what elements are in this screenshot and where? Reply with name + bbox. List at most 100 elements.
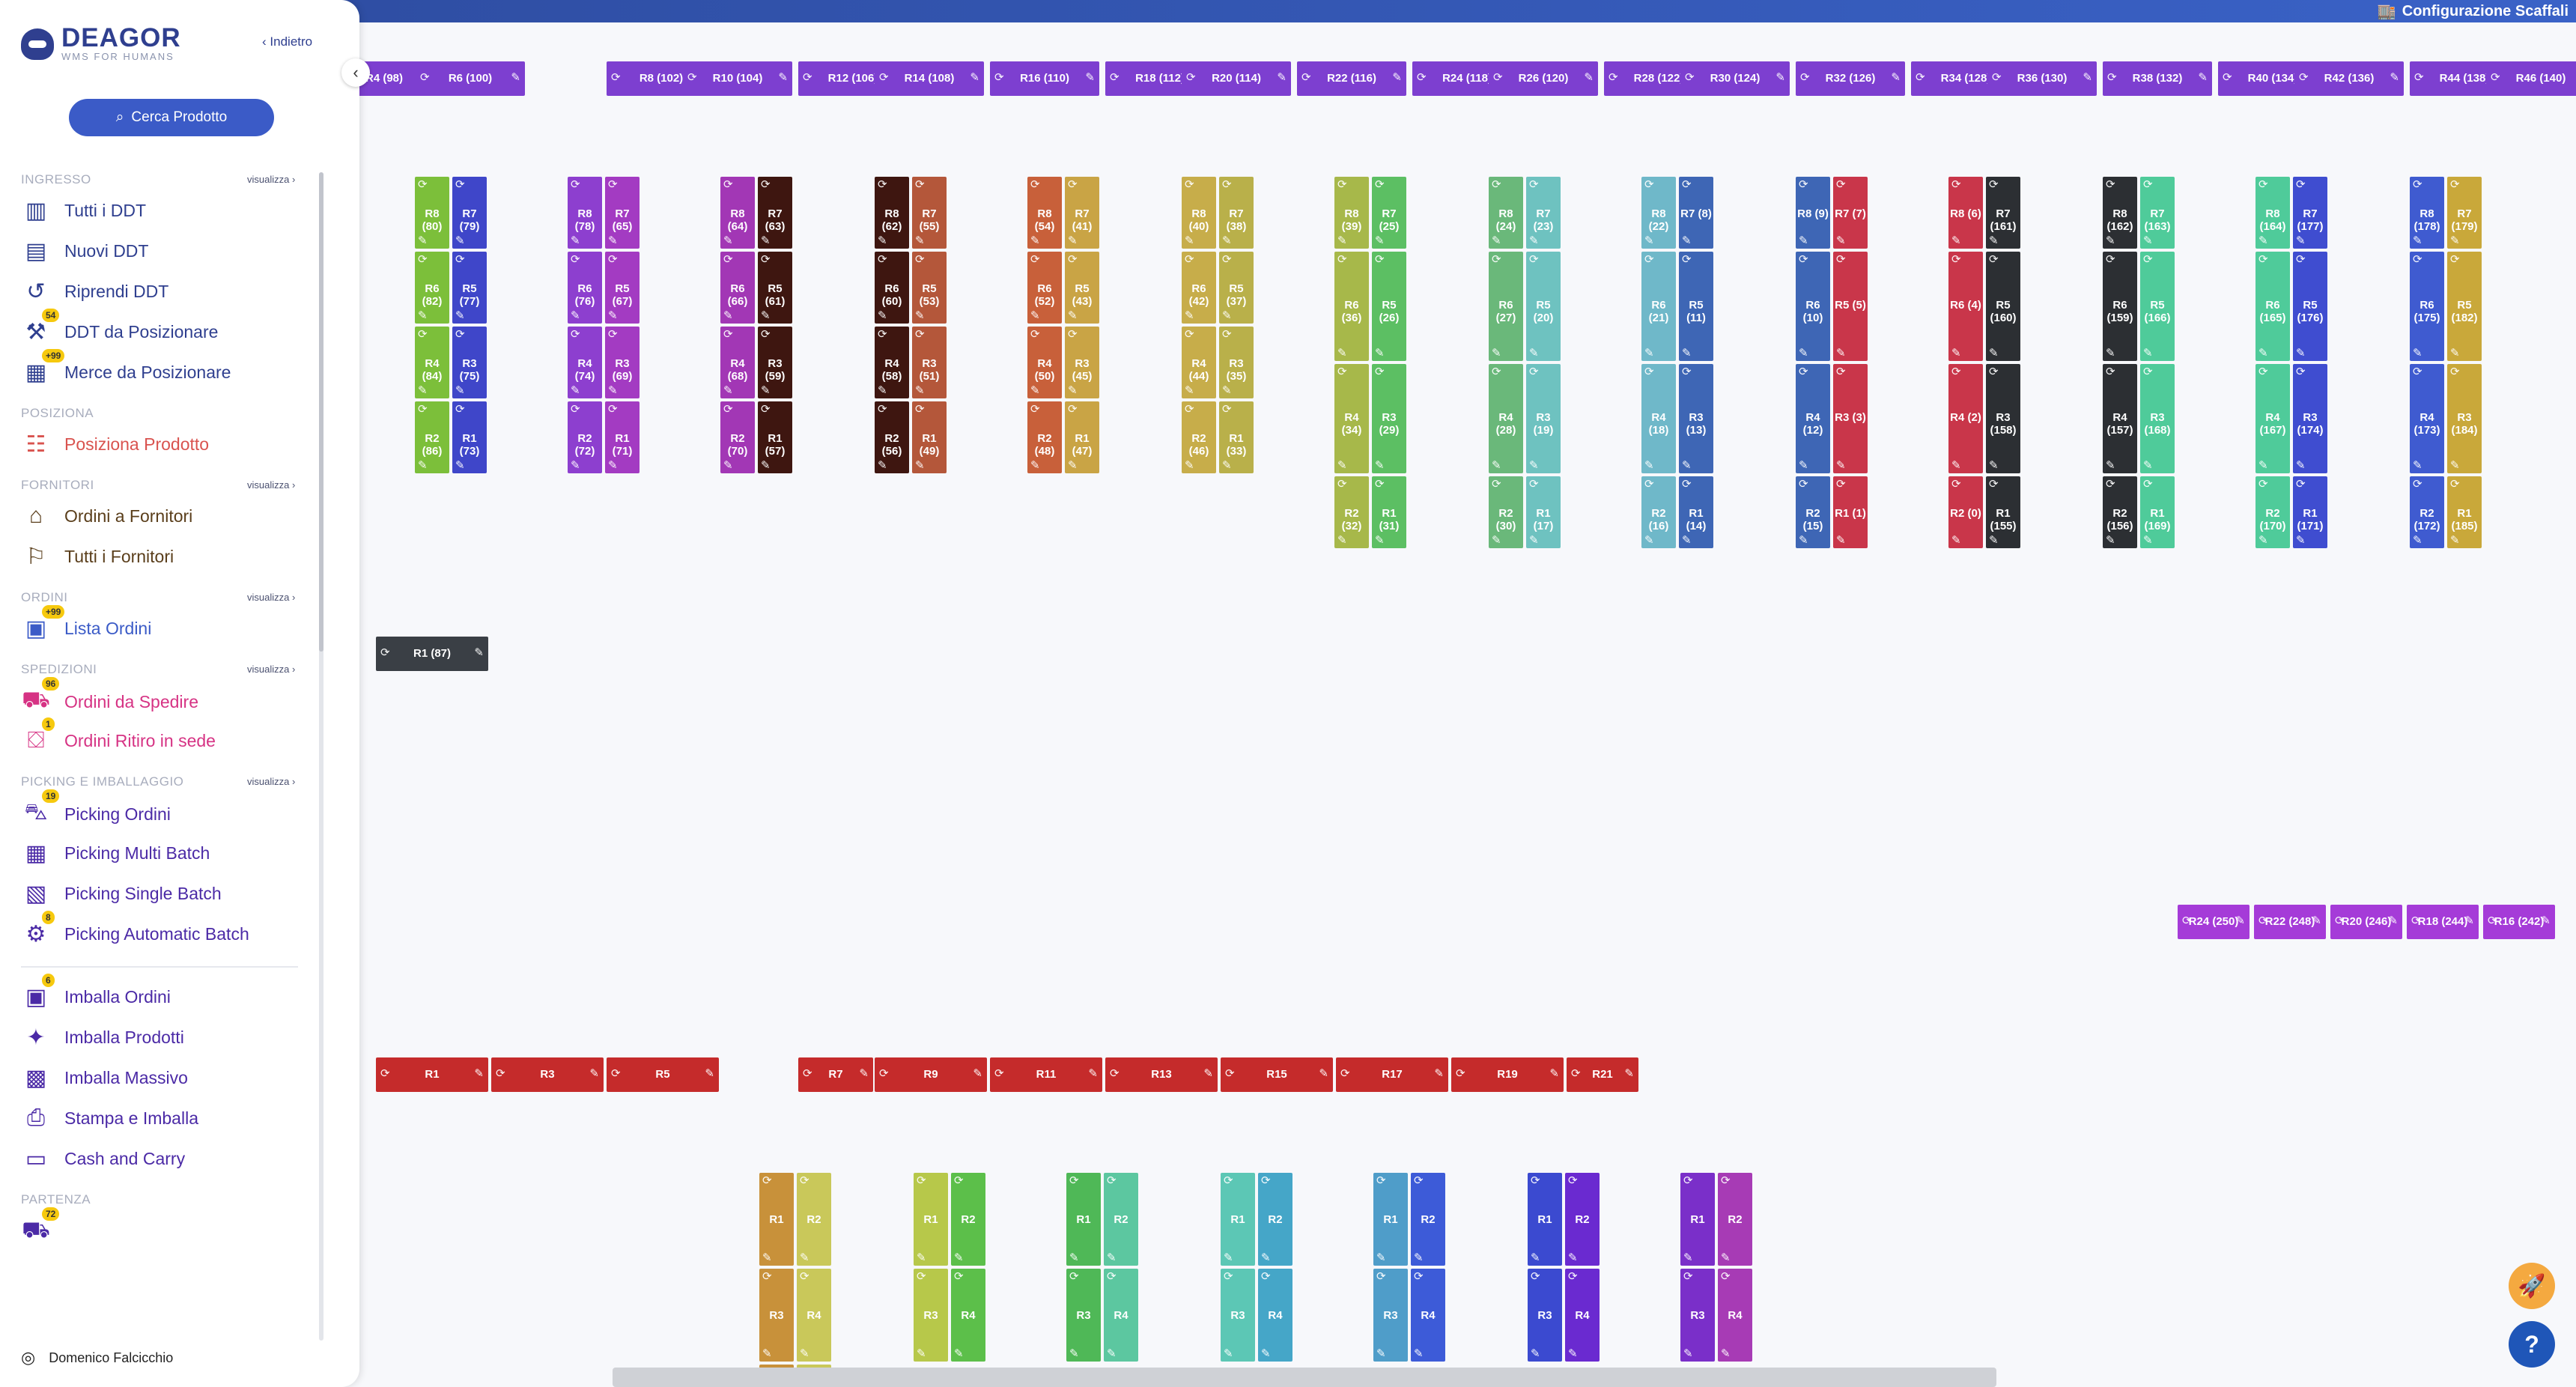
edit-icon[interactable]: ✎ [1337,347,1347,359]
shelf-bottom-cell[interactable]: ⟳ R3 ✎ [1373,1269,1408,1362]
refresh-icon[interactable]: ⟳ [1951,178,1961,191]
edit-icon[interactable]: ✎ [2143,459,2153,472]
shelf-top-row[interactable]: ⟳ R20 (114) ✎ [1182,61,1291,96]
refresh-icon[interactable]: ⟳ [1107,1270,1117,1283]
back-link[interactable]: ‹ Indietro [262,34,312,49]
refresh-icon[interactable]: ⟳ [2223,71,2232,84]
edit-icon[interactable]: ✎ [761,309,771,322]
search-product-button[interactable]: ⌕ Cerca Prodotto [69,99,274,136]
refresh-icon[interactable]: ⟳ [2450,178,2460,191]
shelf-column-cell[interactable]: ⟳ R1 (31) ✎ [1372,476,1406,548]
shelf-column-cell[interactable]: ⟳ R8 (162) ✎ [2103,177,2137,249]
refresh-icon[interactable]: ⟳ [1571,1067,1581,1080]
sidebar-item-ordini-ritiro-in-sede[interactable]: ⛋ 1 Ordini Ritiro in sede [21,717,216,753]
refresh-icon[interactable]: ⟳ [1568,1270,1578,1283]
shelf-bottom-cell[interactable]: ⟳ R2 ✎ [1411,1173,1445,1266]
shelf-column-cell[interactable]: ⟳ R3 (184) ✎ [2447,364,2482,473]
edit-icon[interactable]: ✎ [1799,347,1808,359]
refresh-icon[interactable]: ⟳ [1069,1270,1079,1283]
edit-icon[interactable]: ✎ [2413,534,2422,547]
shelf-column-cell[interactable]: ⟳ R5 (37) ✎ [1219,252,1254,324]
refresh-icon[interactable]: ⟳ [762,1270,772,1283]
edit-icon[interactable]: ✎ [1989,347,1999,359]
shelf-column-cell[interactable]: ⟳ R5 (5) ✎ [1833,252,1868,361]
edit-icon[interactable]: ✎ [2296,347,2306,359]
edit-icon[interactable]: ✎ [2450,347,2460,359]
shelf-bottom-cell[interactable]: ⟳ R1 ✎ [914,1173,948,1266]
refresh-icon[interactable]: ⟳ [1492,253,1501,266]
edit-icon[interactable]: ✎ [723,459,733,472]
refresh-icon[interactable]: ⟳ [878,178,887,191]
refresh-icon[interactable]: ⟳ [1375,178,1385,191]
edit-icon[interactable]: ✎ [1375,534,1385,547]
edit-icon[interactable]: ✎ [2258,459,2268,472]
refresh-icon[interactable]: ⟳ [1682,178,1692,191]
edit-icon[interactable]: ✎ [608,234,618,247]
shelf-column-cell[interactable]: ⟳ R6 (165) ✎ [2255,252,2290,361]
refresh-icon[interactable]: ⟳ [1529,365,1539,378]
refresh-icon[interactable]: ⟳ [1110,71,1120,84]
section-view-link-picking[interactable]: visualizza › [247,776,296,787]
edit-icon[interactable]: ✎ [2258,347,2268,359]
shelf-red-row[interactable]: ⟳ R19 ✎ [1451,1057,1564,1092]
refresh-icon[interactable]: ⟳ [2258,365,2268,378]
edit-icon[interactable]: ✎ [1376,1347,1386,1360]
shelf-column-cell[interactable]: ⟳ R2 (70) ✎ [720,401,755,473]
shelf-red-row[interactable]: ⟳ R13 ✎ [1105,1057,1218,1092]
edit-icon[interactable]: ✎ [1088,1067,1098,1080]
edit-icon[interactable]: ✎ [1030,459,1040,472]
refresh-icon[interactable]: ⟳ [2450,478,2460,491]
edit-icon[interactable]: ✎ [1492,234,1501,247]
refresh-icon[interactable]: ⟳ [1414,1270,1424,1283]
shelf-column-cell[interactable]: ⟳ R3 (13) ✎ [1679,364,1713,473]
refresh-icon[interactable]: ⟳ [1337,365,1347,378]
shelf-column-cell[interactable]: ⟳ R6 (27) ✎ [1489,252,1523,361]
edit-icon[interactable]: ✎ [1549,1067,1559,1080]
shelf-column-cell[interactable]: ⟳ R8 (78) ✎ [568,177,602,249]
shelf-column-cell[interactable]: ⟳ R7 (8) ✎ [1679,177,1713,249]
edit-icon[interactable]: ✎ [1529,347,1539,359]
shelf-column-cell[interactable]: ⟳ R7 (41) ✎ [1065,177,1099,249]
refresh-icon[interactable]: ⟳ [2258,478,2268,491]
edit-icon[interactable]: ✎ [2464,914,2474,927]
shelf-column-cell[interactable]: ⟳ R4 (84) ✎ [415,327,449,398]
sidebar-item-picking-single-batch[interactable]: ▧ Picking Single Batch [21,881,222,907]
sidebar-item-picking-multi-batch[interactable]: ▦ Picking Multi Batch [21,840,210,867]
refresh-icon[interactable]: ⟳ [915,403,925,416]
edit-icon[interactable]: ✎ [1261,1347,1271,1360]
refresh-icon[interactable]: ⟳ [1836,253,1846,266]
edit-icon[interactable]: ✎ [1682,459,1692,472]
refresh-icon[interactable]: ⟳ [1224,1270,1233,1283]
rocket-button[interactable]: 🚀 [2509,1263,2555,1309]
edit-icon[interactable]: ✎ [1529,534,1539,547]
shelf-column-cell[interactable]: ⟳ R7 (179) ✎ [2447,177,2482,249]
shelf-column-cell[interactable]: ⟳ R5 (182) ✎ [2447,252,2482,361]
refresh-icon[interactable]: ⟳ [1529,478,1539,491]
shelf-column-cell[interactable]: ⟳ R4 (58) ✎ [875,327,909,398]
refresh-icon[interactable]: ⟳ [1261,1174,1271,1187]
edit-icon[interactable]: ✎ [915,384,925,397]
shelf-column-cell[interactable]: ⟳ R5 (53) ✎ [912,252,947,324]
edit-icon[interactable]: ✎ [1492,459,1501,472]
edit-icon[interactable]: ✎ [2258,534,2268,547]
refresh-icon[interactable]: ⟳ [1185,328,1194,341]
refresh-icon[interactable]: ⟳ [2414,71,2424,84]
refresh-icon[interactable]: ⟳ [571,253,580,266]
shelf-column-cell[interactable]: ⟳ R2 (0) ✎ [1948,476,1983,548]
shelf-column-cell[interactable]: ⟳ R1 (17) ✎ [1526,476,1561,548]
shelf-top-row[interactable]: ⟳ R26 (120) ✎ [1489,61,1598,96]
shelf-red-row[interactable]: ⟳ R9 ✎ [875,1057,987,1092]
section-view-link-spedizioni[interactable]: visualizza › [247,664,296,675]
sidebar-item-imballa-prodotti[interactable]: ✦ Imballa Prodotti [21,1025,183,1051]
refresh-icon[interactable]: ⟳ [1417,71,1427,84]
sidebar-item-tutti-i-ddt[interactable]: ▥ Tutti i DDT [21,198,146,224]
shelf-right-row[interactable]: ⟳ R18 (244) ✎ [2407,905,2479,939]
edit-icon[interactable]: ✎ [954,1347,964,1360]
edit-icon[interactable]: ✎ [723,384,733,397]
edit-icon[interactable]: ✎ [1414,1347,1424,1360]
shelf-column-cell[interactable]: ⟳ R1 (155) ✎ [1986,476,2020,548]
shelf-column-cell[interactable]: ⟳ R6 (42) ✎ [1182,252,1216,324]
refresh-icon[interactable]: ⟳ [1030,403,1040,416]
refresh-icon[interactable]: ⟳ [2411,914,2421,927]
refresh-icon[interactable]: ⟳ [878,253,887,266]
